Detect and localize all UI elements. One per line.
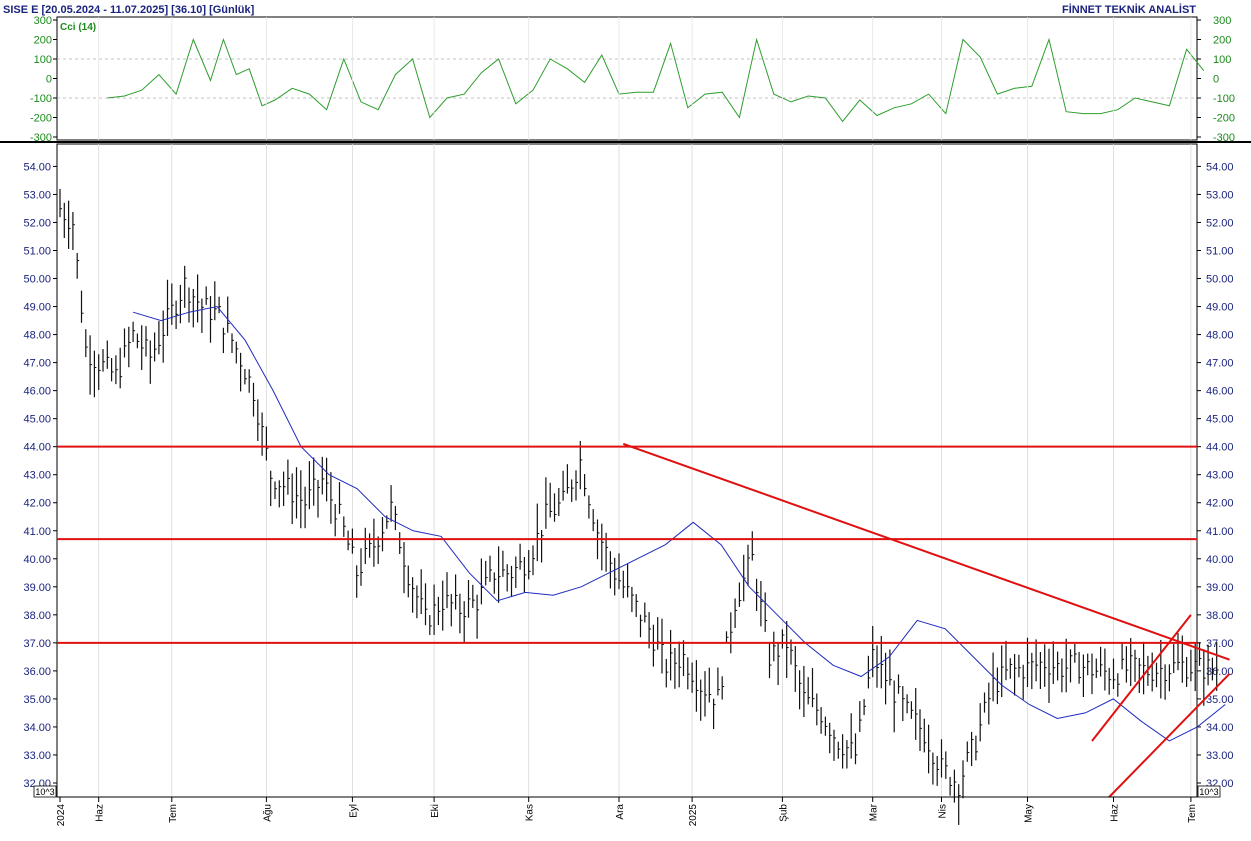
price-tick-label: 47.00: [1206, 358, 1234, 370]
price-tick-label: 52.00: [1206, 217, 1234, 229]
x-tick-label: Nis: [938, 804, 949, 818]
cci-panel-label: Cci (14): [60, 22, 96, 33]
x-tick-label: Şub: [778, 804, 789, 822]
price-tick-label: 40.00: [23, 554, 51, 566]
price-tick-label: 46.00: [23, 386, 51, 398]
price-tick-label: 35.00: [23, 694, 51, 706]
cci-tick-label: 0: [46, 74, 52, 86]
price-tick-label: 37.00: [1206, 638, 1234, 650]
price-tick-label: 45.00: [1206, 414, 1234, 426]
price-tick-label: 33.00: [1206, 750, 1234, 762]
unit-label-left: 10^3: [35, 787, 54, 797]
price-tick-label: 38.00: [23, 610, 51, 622]
price-tick-label: 38.00: [1206, 610, 1234, 622]
x-axis-labels: 2024 Haz Tem Ağu Eyl Eki Kas Ara 2025 Şub Mar Nis Ma…: [56, 797, 1198, 826]
price-tick-label: 42.00: [1206, 498, 1234, 510]
x-tick-label: Tem: [168, 804, 179, 823]
price-tick-label: 34.00: [1206, 722, 1234, 734]
price-tick-label: 51.00: [1206, 245, 1234, 257]
x-tick-label: May: [1024, 804, 1035, 823]
trendline: [622, 442, 1230, 661]
x-tick-label: Kas: [525, 804, 536, 821]
brand-label: FİNNET TEKNİK ANALİST: [1062, 3, 1196, 16]
price-tick-label: 54.00: [23, 161, 51, 173]
price-tick-label: 33.00: [23, 750, 51, 762]
price-tick-label: 52.00: [23, 217, 51, 229]
x-tick-label: Tem: [1187, 804, 1198, 823]
unit-box-left: [33, 785, 57, 798]
cci-grid: [57, 58, 1197, 99]
price-tick-label: 48.00: [1206, 330, 1234, 342]
cci-tick-label: -100: [1213, 93, 1235, 105]
price-tick-label: 43.00: [23, 470, 51, 482]
cci-tick-label: -200: [1213, 113, 1235, 125]
price-tick-label: 49.00: [23, 302, 51, 314]
cci-tick-label: -200: [30, 113, 52, 125]
moving-average-line: [132, 305, 1226, 742]
price-tick-label: 44.00: [1206, 442, 1234, 454]
ohlc-bars: [59, 188, 1219, 825]
cci-tick-label: 200: [34, 35, 52, 47]
x-tick-label: Haz: [95, 804, 106, 822]
price-tick-label: 39.00: [23, 582, 51, 594]
price-tick-label: 54.00: [1206, 161, 1234, 173]
cci-panel-frame: [56, 16, 1198, 141]
price-tick-label: 53.00: [23, 189, 51, 201]
price-tick-label: 44.00: [23, 442, 51, 454]
x-tick-label: 2024: [56, 804, 67, 827]
cci-tick-label: 300: [34, 15, 52, 27]
price-tick-label: 36.00: [1206, 666, 1234, 678]
chart-header-title: SISE E [20.05.2024 - 11.07.2025] [36.10]…: [3, 4, 255, 16]
price-tick-label: 39.00: [1206, 582, 1234, 594]
price-tick-label: 47.00: [23, 358, 51, 370]
price-tick-label: 46.00: [1206, 386, 1234, 398]
x-tick-label: Ağu: [262, 804, 273, 822]
cci-series-line: [107, 37, 1205, 123]
price-tick-label: 34.00: [23, 722, 51, 734]
price-tick-label: 53.00: [1206, 189, 1234, 201]
unit-box-right: [1197, 785, 1221, 798]
price-tick-label: 36.00: [23, 666, 51, 678]
price-tick-label: 41.00: [23, 526, 51, 538]
x-tick-label: Eki: [430, 804, 441, 818]
unit-label-right: 10^3: [1199, 787, 1218, 797]
price-tick-label: 35.00: [1206, 694, 1234, 706]
price-panel-frame: [56, 143, 1198, 798]
trendline: [1091, 614, 1192, 742]
price-tick-label: 51.00: [23, 245, 51, 257]
support-resistance-lines: [57, 442, 1231, 798]
cci-tick-label: 200: [1213, 35, 1231, 47]
x-tick-label: Eyl: [348, 804, 359, 818]
cci-tick-label: 100: [1213, 54, 1231, 66]
price-tick-label: 40.00: [1206, 554, 1234, 566]
x-tick-label: Mar: [869, 803, 880, 821]
price-ticks-right: 54.00 53.00 52.00 51.00 50.00 49.00 48.00 47.00…: [1197, 161, 1234, 790]
price-tick-label: 41.00: [1206, 526, 1234, 538]
price-tick-label: 50.00: [23, 274, 51, 286]
x-tick-label: Ara: [615, 804, 626, 820]
price-tick-label: 50.00: [1206, 274, 1234, 286]
price-tick-label: 42.00: [23, 498, 51, 510]
trendline: [1108, 672, 1231, 798]
price-tick-label: 45.00: [23, 414, 51, 426]
price-tick-label: 48.00: [23, 330, 51, 342]
x-tick-label: 2025: [688, 804, 699, 827]
price-tick-label: 37.00: [23, 638, 51, 650]
price-tick-label: 49.00: [1206, 302, 1234, 314]
price-ticks-left: 54.00 53.00 52.00 51.00 50.00 49.00 48.00 47.00…: [23, 161, 57, 790]
x-tick-label: Haz: [1110, 804, 1121, 822]
cci-tick-label: 0: [1213, 74, 1219, 86]
cci-tick-label: 300: [1213, 15, 1231, 27]
cci-tick-label: 100: [34, 54, 52, 66]
cci-tick-label: -100: [30, 93, 52, 105]
price-tick-label: 43.00: [1206, 470, 1234, 482]
